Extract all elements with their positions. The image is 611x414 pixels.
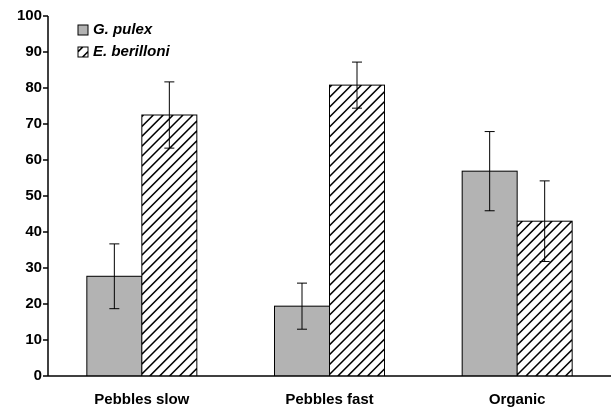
y-tick-label: 70: [25, 115, 42, 132]
x-tick-label: Pebbles fast: [285, 391, 373, 408]
y-tick-label: 50: [25, 187, 42, 204]
y-tick-label: 10: [25, 331, 42, 348]
legend-label: E. berilloni: [93, 43, 171, 60]
y-tick-label: 40: [25, 223, 42, 240]
x-tick-label: Pebbles slow: [94, 391, 189, 408]
legend-label: G. pulex: [93, 21, 153, 38]
y-tick-label: 90: [25, 43, 42, 60]
legend-swatch: [77, 46, 89, 58]
y-tick-label: 100: [17, 7, 42, 24]
y-tick-label: 20: [25, 295, 42, 312]
x-tick-label: Organic: [489, 391, 546, 408]
y-tick-label: 30: [25, 259, 42, 276]
legend-swatch: [77, 24, 89, 36]
y-tick-label: 0: [34, 367, 42, 384]
y-tick-label: 60: [25, 151, 42, 168]
bar: [329, 84, 385, 377]
y-tick-label: 80: [25, 79, 42, 96]
bar: [141, 114, 198, 377]
